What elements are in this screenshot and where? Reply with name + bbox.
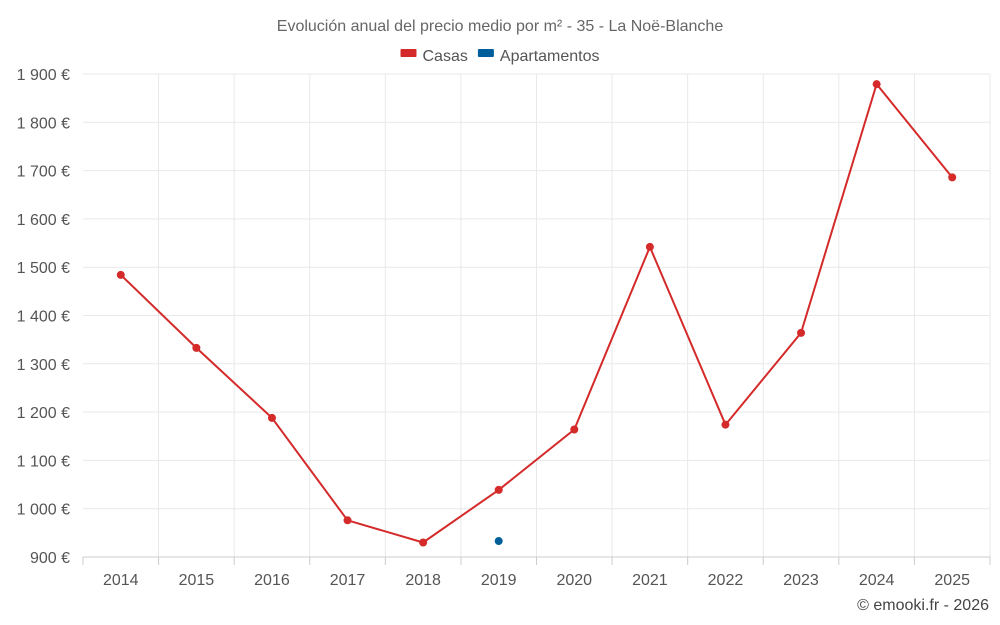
x-tick-label: 2023 (783, 572, 819, 589)
y-tick-label: 1 800 € (17, 115, 70, 132)
x-tick-label: 2018 (405, 572, 441, 589)
y-tick-label: 1 600 € (17, 212, 70, 229)
gridlines (83, 73, 991, 557)
legend-item-0[interactable]: Casas (400, 48, 468, 65)
legend-item-1[interactable]: Apartamentos (477, 48, 600, 65)
series (116, 80, 957, 547)
x-tick-label: 2016 (254, 572, 290, 589)
x-tick-label: 2017 (330, 572, 366, 589)
legend: Casas Apartamentos (400, 48, 600, 65)
data-point[interactable] (570, 425, 579, 434)
data-point[interactable] (645, 242, 654, 251)
data-point[interactable] (267, 413, 276, 422)
data-point[interactable] (419, 538, 428, 547)
series-line-0 (120, 82, 953, 544)
y-tick-label: 1 000 € (17, 502, 70, 519)
chart-title: Evolución anual del precio medio por m² … (277, 18, 724, 35)
x-tick-label: 2021 (632, 572, 668, 589)
data-point[interactable] (872, 80, 881, 89)
legend-swatch (477, 49, 494, 57)
x-tick-label: 2024 (859, 572, 895, 589)
y-tick-label: 1 400 € (17, 309, 70, 326)
legend-label: Casas (423, 48, 468, 65)
x-tick-label: 2019 (481, 572, 517, 589)
y-tick-label: 1 900 € (17, 67, 70, 84)
x-tick-label: 2022 (708, 572, 744, 589)
y-tick-label: 1 100 € (17, 453, 70, 470)
y-tick-label: 1 700 € (17, 164, 70, 181)
x-tick-label: 2015 (179, 572, 215, 589)
data-point[interactable] (192, 343, 201, 352)
data-point[interactable] (343, 516, 352, 525)
data-point[interactable] (494, 537, 503, 546)
data-point[interactable] (948, 173, 957, 182)
y-tick-label: 1 300 € (17, 357, 70, 374)
data-point[interactable] (494, 485, 503, 494)
y-tick-label: 1 200 € (17, 405, 70, 422)
x-tick-label: 2020 (556, 572, 592, 589)
y-tick-label: 900 € (30, 550, 70, 567)
y-tick-label: 1 500 € (17, 260, 70, 277)
legend-swatch (400, 49, 417, 57)
credit-text: © emooki.fr - 2026 (857, 597, 989, 614)
x-tick-label: 2014 (103, 572, 139, 589)
data-point[interactable] (721, 420, 730, 429)
legend-label: Apartamentos (500, 48, 600, 65)
data-point[interactable] (797, 328, 806, 337)
axes: 900 € 1 000 € 1 100 € 1 200 € 1 300 € 1 400 €… (17, 67, 991, 589)
x-tick-label: 2025 (934, 572, 970, 589)
data-point[interactable] (116, 270, 125, 279)
